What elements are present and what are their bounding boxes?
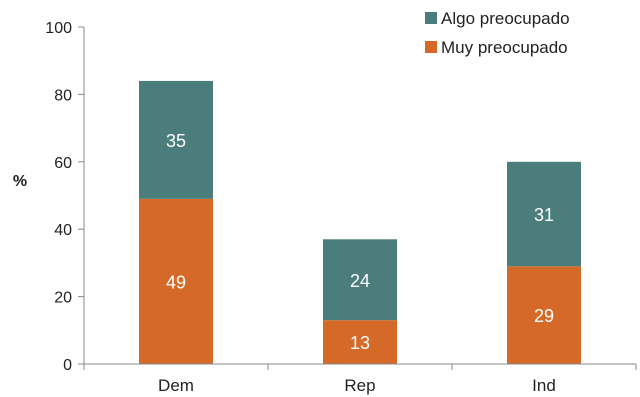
y-tick-label: 80: [54, 87, 72, 104]
legend: Algo preocupado Muy preocupado: [425, 9, 570, 57]
bar-segment: [139, 80, 213, 199]
legend-swatch: [425, 41, 437, 53]
y-axis-label: %: [13, 173, 27, 190]
y-tick-label: 60: [54, 155, 72, 172]
data-label: 29: [534, 306, 554, 326]
y-tick-label: 100: [45, 20, 72, 37]
y-axis: 0 20 40 60 80 100: [45, 20, 85, 374]
data-label: 31: [534, 205, 554, 225]
data-label: 35: [166, 131, 186, 151]
data-label: 49: [166, 272, 186, 292]
y-tick-label: 20: [54, 290, 72, 307]
data-label: 24: [350, 271, 370, 291]
x-category-label: Ind: [532, 376, 556, 395]
y-tick-label: 0: [63, 357, 72, 374]
bar-segment: [323, 320, 397, 364]
bar-segment: [139, 198, 213, 364]
data-label: 13: [350, 333, 370, 353]
bar-segment: [507, 161, 581, 267]
legend-swatch: [425, 12, 437, 24]
legend-label: Muy preocupado: [441, 38, 568, 57]
x-category-label: Rep: [344, 376, 375, 395]
bar-segment: [507, 266, 581, 364]
legend-label: Algo preocupado: [441, 9, 570, 28]
x-axis: Dem Rep Ind: [83, 363, 637, 395]
y-tick-label: 40: [54, 222, 72, 239]
x-category-label: Dem: [158, 376, 194, 395]
bar-segment: [323, 239, 397, 321]
bars: 49 35 13 24 29 31: [139, 80, 581, 364]
